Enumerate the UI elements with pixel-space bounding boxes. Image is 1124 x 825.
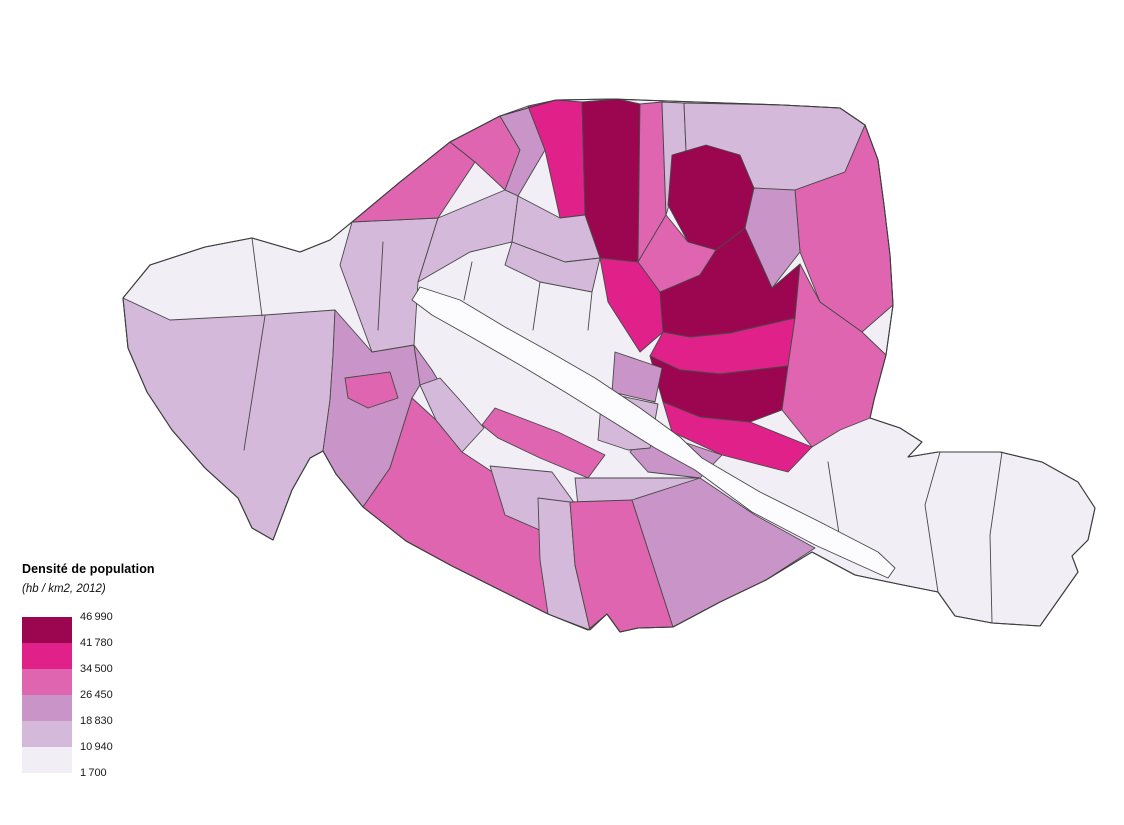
legend-break-label: 46 990 xyxy=(80,611,113,623)
legend-break-label: 18 830 xyxy=(80,715,113,727)
quartier-divider xyxy=(827,461,841,541)
legend-swatch xyxy=(22,695,72,721)
legend-subtitle: (hb / km2, 2012) xyxy=(22,583,106,595)
quartier-divider xyxy=(587,291,593,331)
quartier-divider xyxy=(989,451,1003,624)
map-region xyxy=(662,401,813,473)
quartier-divider xyxy=(463,261,473,301)
legend-break-label: 34 500 xyxy=(80,663,113,675)
map-region xyxy=(344,371,399,409)
legend-break-label: 26 450 xyxy=(80,689,113,701)
legend-break-label: 41 780 xyxy=(80,637,113,649)
quartier-divider xyxy=(243,315,266,451)
legend-swatch xyxy=(22,747,72,773)
seine-river-band xyxy=(411,286,896,579)
legend-swatch xyxy=(22,617,72,643)
map-region xyxy=(481,407,606,479)
legend-swatch xyxy=(22,643,72,669)
quartier-divider xyxy=(251,237,263,317)
city-outline xyxy=(122,98,1096,633)
map-region xyxy=(122,297,336,541)
map-region xyxy=(419,377,485,453)
legend: Densité de population (hb / km2, 2012) 4… xyxy=(22,562,202,779)
quartier-divider xyxy=(924,451,941,593)
legend-break-label: 10 940 xyxy=(80,741,113,753)
legend-swatch xyxy=(22,721,72,747)
map-region xyxy=(611,351,663,403)
legend-color-scale: 46 990 41 780 34 500 26 450 18 830 10 940 1 70… xyxy=(22,611,162,779)
quartier-divider xyxy=(532,281,541,331)
legend-break-label: 1 700 xyxy=(80,767,107,779)
map-region xyxy=(781,263,887,448)
quartier-divider xyxy=(377,241,384,331)
legend-title: Densité de population xyxy=(22,562,155,576)
legend-swatch xyxy=(22,669,72,695)
